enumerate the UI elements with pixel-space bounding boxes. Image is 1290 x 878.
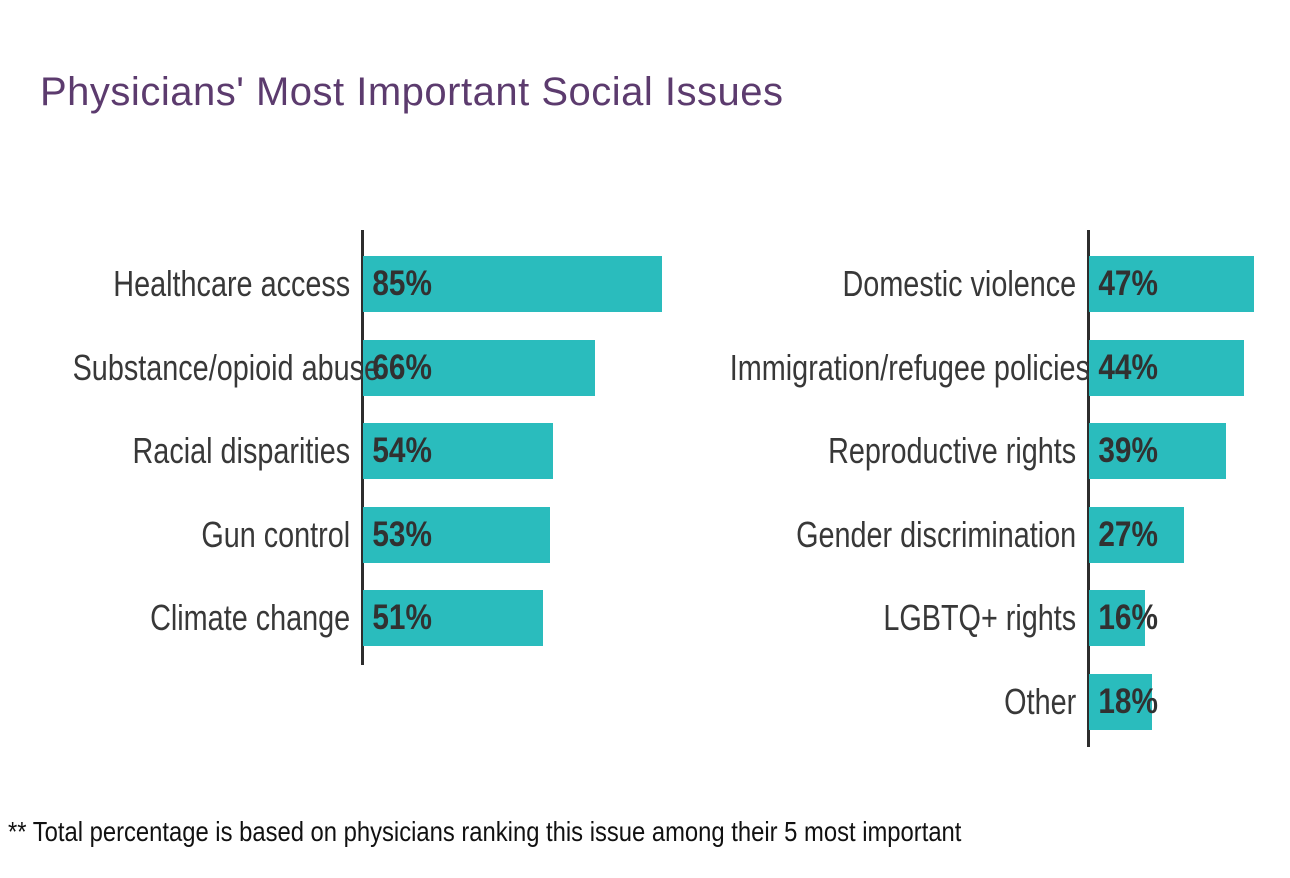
chart-row: Racial disparities 54% — [0, 423, 662, 507]
bar: 66% — [363, 339, 596, 396]
chart-row: Gun control 53% — [0, 506, 662, 591]
bar: 16% — [1089, 590, 1158, 646]
chart-row: Gender discrimination 27% — [640, 506, 1254, 591]
category-label: Other — [1004, 680, 1077, 722]
chart-row: Reproductive rights 39% — [640, 423, 1254, 507]
bar-area: 51% — [363, 590, 662, 646]
bar-value-label: 51% — [372, 598, 432, 637]
chart-row: Immigration/refugee policies 44% — [640, 339, 1254, 424]
bar-area: 18% — [1089, 673, 1254, 730]
chart-row: LGBTQ+ rights 16% — [640, 590, 1254, 674]
bar: 54% — [363, 423, 554, 479]
chart-row: Other 18% — [640, 673, 1254, 758]
category-label: Substance/opioid abuse — [72, 346, 381, 388]
bar-value-label: 18% — [1098, 681, 1158, 721]
category-label: Healthcare access — [113, 263, 351, 304]
bar-value-label: 27% — [1098, 514, 1158, 554]
bar: 44% — [1089, 339, 1244, 396]
bar-area: 16% — [1089, 590, 1254, 646]
category-label: Immigration/refugee policies — [729, 346, 1090, 388]
bar-value-label: 39% — [1098, 431, 1158, 470]
bar: 39% — [1089, 423, 1227, 479]
bar-area: 85% — [363, 256, 663, 312]
category-label: Racial disparities — [132, 430, 351, 471]
category-label: Domestic violence — [842, 263, 1077, 304]
category-label: LGBTQ+ rights — [883, 597, 1077, 638]
bar-value-label: 85% — [372, 264, 432, 303]
right-chart-axis-line — [1087, 230, 1090, 747]
chart-row: Climate change 51% — [0, 590, 662, 674]
category-label: Gun control — [201, 513, 351, 555]
bar-area: 27% — [1089, 506, 1254, 563]
bar: 51% — [363, 590, 543, 646]
page-title: Physicians' Most Important Social Issues — [40, 70, 784, 114]
chart-row: Healthcare access 85% — [0, 256, 663, 340]
bar-value-label: 66% — [372, 347, 432, 387]
bar: 47% — [1089, 256, 1255, 312]
bar-value-label: 47% — [1098, 264, 1158, 303]
bar-area: 39% — [1089, 423, 1254, 479]
left-chart-axis-line — [361, 230, 364, 665]
chart-footnote: ** Total percentage is based on physicia… — [8, 816, 962, 847]
bar-area: 44% — [1089, 339, 1254, 396]
bar-area: 66% — [363, 339, 662, 396]
category-label: Climate change — [150, 597, 351, 638]
bar-area: 47% — [1089, 256, 1255, 312]
bar-value-label: 44% — [1098, 347, 1158, 387]
bar: 85% — [363, 256, 663, 312]
chart-row: Domestic violence 47% — [640, 256, 1255, 340]
bar: 27% — [1089, 506, 1185, 563]
category-label: Reproductive rights — [828, 430, 1077, 471]
bar-value-label: 16% — [1098, 598, 1158, 637]
category-label: Gender discrimination — [796, 513, 1077, 555]
chart-left-panel: Healthcare access 85% Substance/opioid abu… — [0, 230, 663, 674]
bar: 18% — [1089, 673, 1158, 730]
bar-value-label: 54% — [372, 431, 432, 470]
bar-value-label: 53% — [372, 514, 432, 554]
chart-row: Substance/opioid abuse 66% — [0, 339, 662, 424]
chart-right-panel: Domestic violence 47% Immigration/refugee … — [640, 230, 1255, 758]
bar: 53% — [363, 506, 550, 563]
bar-area: 53% — [363, 506, 662, 563]
bar-area: 54% — [363, 423, 662, 479]
